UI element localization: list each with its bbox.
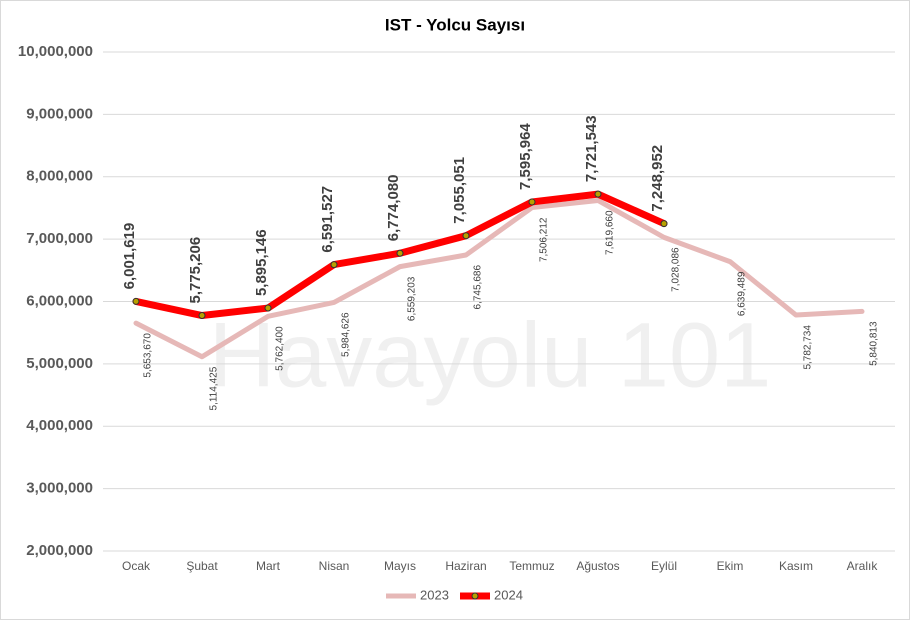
y-tick-label: 9,000,000: [26, 105, 93, 122]
data-label: 5,114,425: [209, 366, 220, 410]
data-label: 7,506,212: [539, 217, 550, 262]
legend-marker: [471, 592, 479, 600]
x-tick-label: Ağustos: [576, 559, 619, 573]
y-tick-label: 4,000,000: [26, 417, 93, 434]
data-label: 5,653,670: [143, 333, 154, 378]
x-tick-label: Mart: [256, 559, 281, 573]
point-marker: [330, 261, 338, 269]
y-tick-label: 2,000,000: [26, 542, 93, 559]
x-tick-label: Nisan: [319, 559, 350, 573]
point-marker: [660, 220, 668, 228]
y-tick-label: 6,000,000: [26, 292, 93, 309]
point-marker: [132, 297, 140, 305]
y-tick-label: 5,000,000: [26, 355, 93, 372]
data-label: 7,028,086: [671, 247, 682, 292]
data-label: 7,619,660: [605, 210, 616, 255]
y-tick-label: 3,000,000: [26, 480, 93, 497]
x-tick-label: Aralık: [847, 559, 879, 573]
data-label: 7,721,543: [583, 115, 600, 182]
data-label: 5,775,206: [187, 237, 204, 304]
data-label: 6,639,489: [737, 271, 748, 316]
data-label: 6,559,203: [407, 276, 418, 321]
data-label: 5,895,146: [253, 229, 270, 296]
point-marker: [396, 249, 404, 257]
data-label: 7,595,964: [517, 123, 534, 190]
watermark: Havayolu 101: [209, 304, 772, 406]
x-tick-label: Mayıs: [384, 559, 416, 573]
point-marker: [264, 304, 272, 312]
y-tick-label: 7,000,000: [26, 230, 93, 247]
data-label: 6,774,080: [385, 174, 402, 241]
data-label: 6,745,686: [473, 265, 484, 310]
data-label: 5,762,400: [275, 326, 286, 371]
data-label: 7,248,952: [649, 145, 666, 212]
x-tick-label: Ocak: [122, 559, 151, 573]
data-label: 5,984,626: [341, 312, 352, 357]
x-tick-label: Eylül: [651, 559, 677, 573]
data-label: 5,840,813: [869, 321, 880, 366]
x-tick-label: Haziran: [445, 559, 486, 573]
y-tick-label: 10,000,000: [18, 43, 93, 60]
series-line: [133, 197, 865, 360]
data-label: 6,591,527: [319, 186, 336, 253]
point-marker: [528, 198, 536, 206]
point-marker: [198, 312, 206, 320]
data-label: 5,782,734: [803, 325, 814, 370]
chart-title: IST - Yolcu Sayısı: [385, 15, 525, 34]
x-tick-label: Temmuz: [509, 559, 554, 573]
x-tick-label: Ekim: [717, 559, 744, 573]
x-tick-label: Şubat: [186, 559, 218, 573]
legend-label: 2023: [420, 587, 449, 602]
data-label: 6,001,619: [121, 223, 138, 290]
x-tick-label: Kasım: [779, 559, 813, 573]
data-label: 7,055,051: [451, 157, 468, 224]
y-tick-label: 8,000,000: [26, 168, 93, 185]
legend-label: 2024: [494, 587, 523, 602]
point-marker: [462, 232, 470, 240]
point-marker: [594, 190, 602, 198]
